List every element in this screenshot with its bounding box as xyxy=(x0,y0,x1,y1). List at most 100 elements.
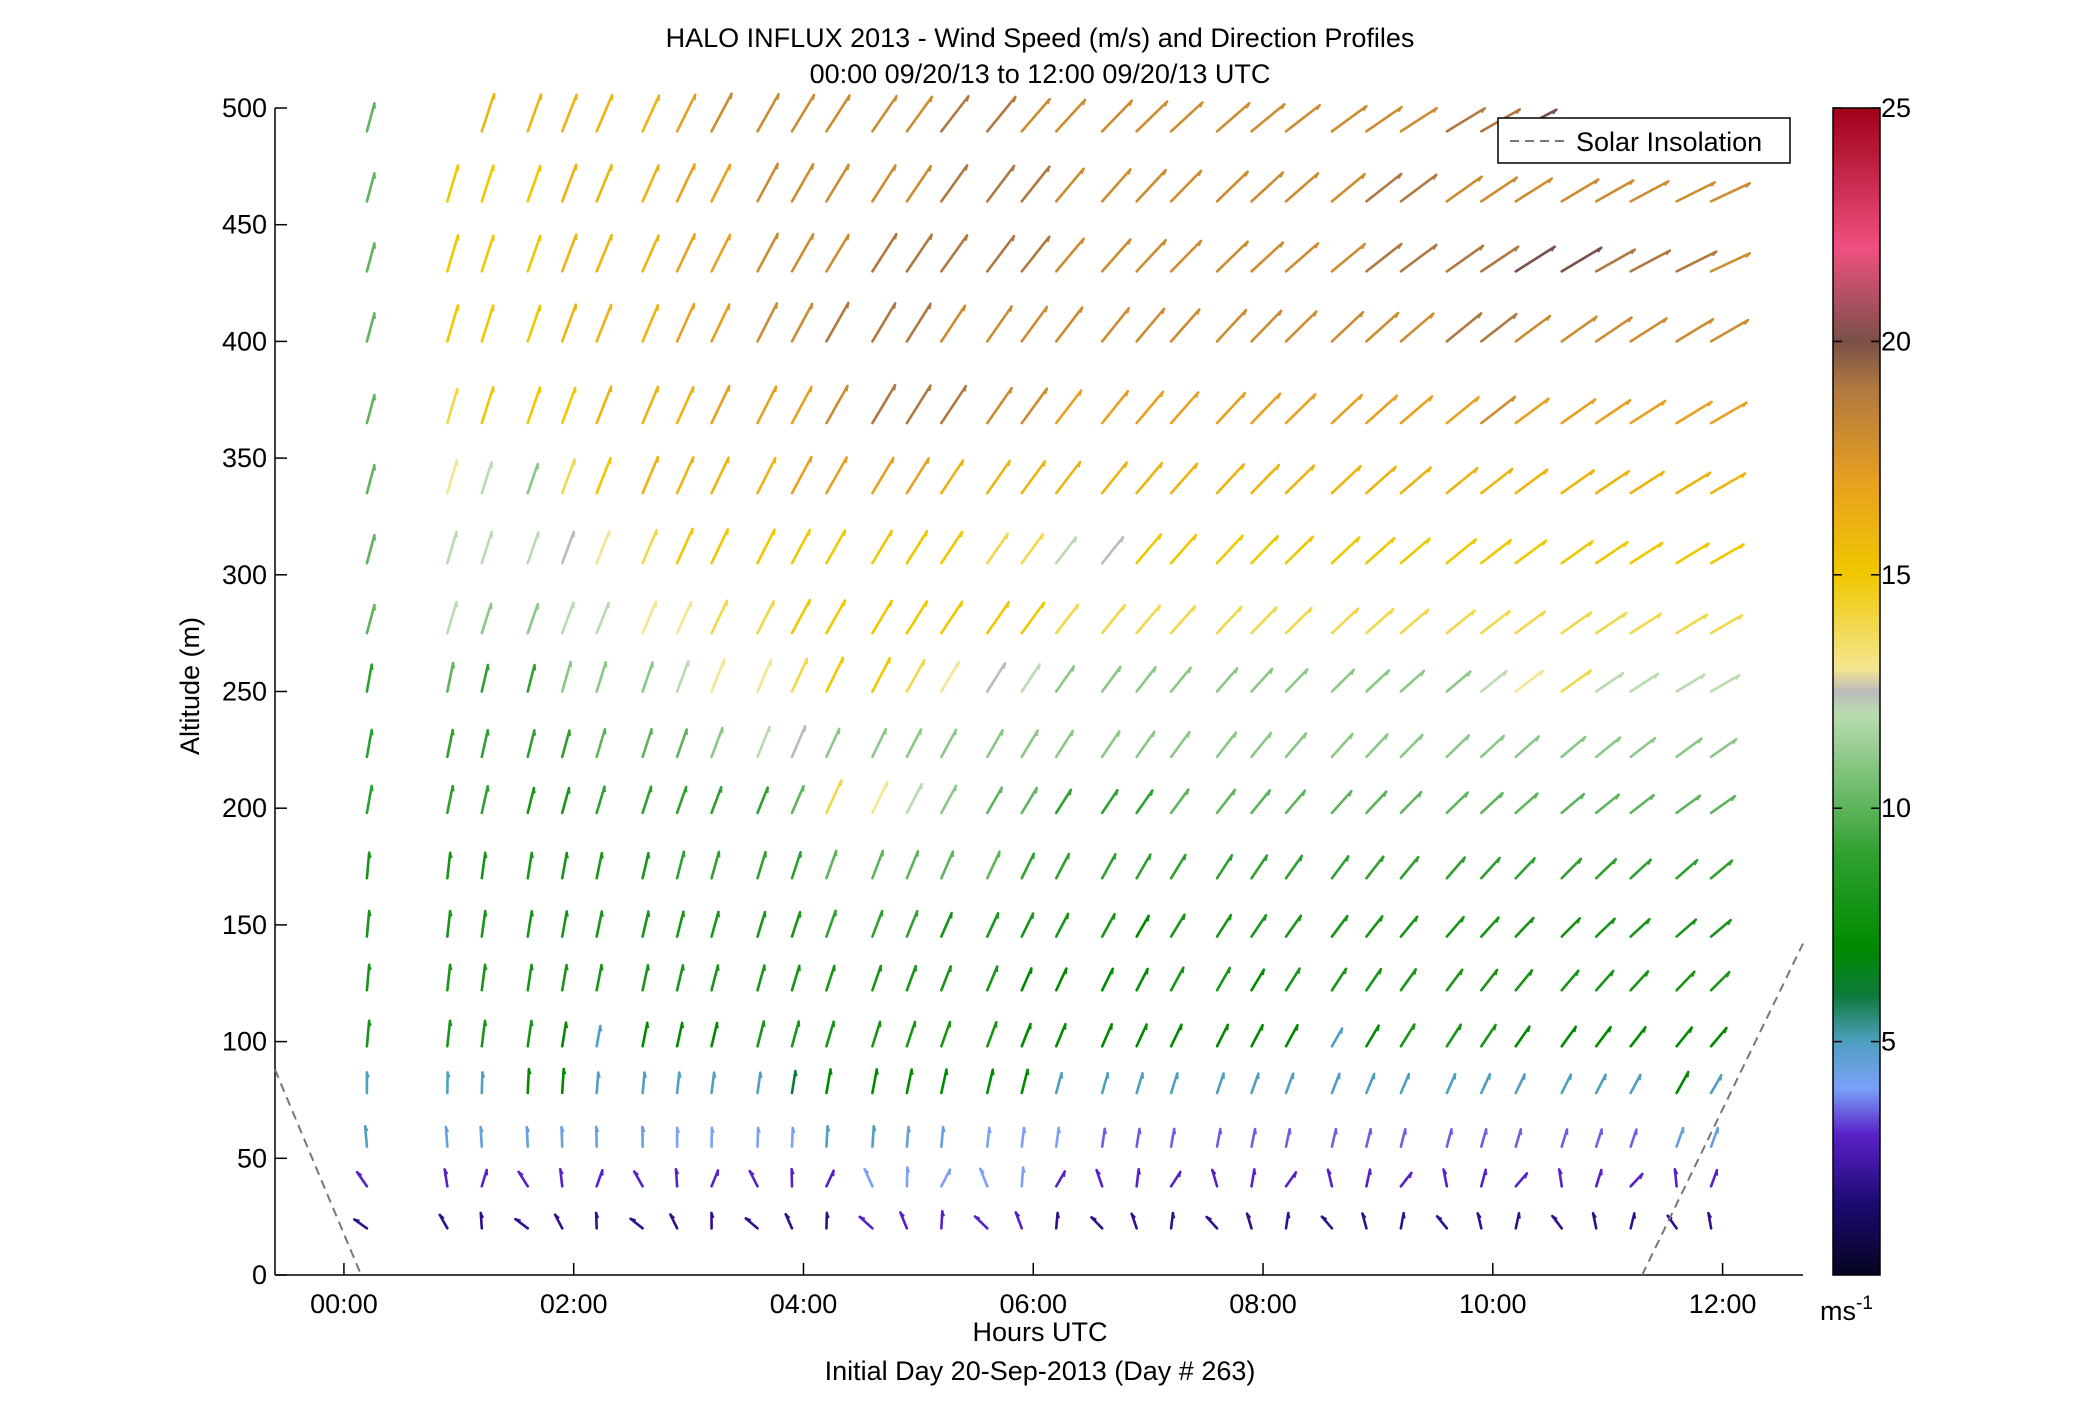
wind-arrow-shaft xyxy=(1330,172,1367,203)
wind-arrow xyxy=(526,663,537,693)
wind-arrow xyxy=(641,1021,650,1048)
wind-arrow-shaft xyxy=(446,600,458,635)
wind-arrow-shaft xyxy=(1480,312,1518,343)
wind-arrow xyxy=(905,658,926,693)
wind-arrow-head xyxy=(1376,1025,1380,1032)
wind-arrow-shaft xyxy=(1095,1168,1104,1188)
wind-arrow-head xyxy=(1732,738,1738,745)
wind-arrow-shaft xyxy=(1560,969,1580,992)
wind-arrow xyxy=(756,850,767,880)
wind-arrow-shaft xyxy=(1020,729,1039,759)
wind-arrow xyxy=(1594,857,1618,880)
wind-arrow-shaft xyxy=(480,851,487,880)
wind-arrow-shaft xyxy=(1399,1171,1413,1188)
wind-arrow-shaft xyxy=(871,94,898,133)
wind-arrow-shaft xyxy=(1560,178,1600,203)
wind-arrow-shaft xyxy=(1399,312,1435,343)
wind-arrow-shaft xyxy=(1100,535,1125,565)
wind-arrow xyxy=(1169,666,1192,693)
wind-arrow xyxy=(1215,102,1251,133)
wind-arrow xyxy=(899,1211,909,1230)
wind-arrow xyxy=(1054,852,1071,880)
wind-arrow-shaft xyxy=(905,728,923,759)
wind-arrow xyxy=(1250,667,1274,693)
wind-arrow xyxy=(526,93,543,133)
wind-arrow-head xyxy=(1392,466,1397,473)
wind-arrow-head xyxy=(846,164,850,171)
wind-arrow xyxy=(355,1171,369,1188)
wind-arrow xyxy=(1560,792,1586,815)
wind-arrow-shaft xyxy=(1480,1168,1487,1188)
wind-arrow-shaft xyxy=(871,383,897,425)
wind-arrow-shaft xyxy=(1445,395,1480,425)
legend: Solar Insolation xyxy=(1497,117,1791,164)
wind-arrow-head xyxy=(1616,737,1621,743)
wind-arrow xyxy=(1629,612,1663,635)
wind-arrow-head xyxy=(1591,398,1596,405)
wind-arrow-shaft xyxy=(675,910,685,938)
wind-arrow-shaft xyxy=(1250,171,1285,203)
wind-arrow-shaft xyxy=(480,728,490,759)
wind-arrow-head xyxy=(1298,915,1302,922)
wind-arrow-head xyxy=(1188,667,1192,674)
wind-arrow-shaft xyxy=(1284,967,1301,992)
wind-arrow-shaft xyxy=(1399,1127,1407,1148)
wind-arrow-head xyxy=(1658,542,1664,548)
wind-arrow-shaft xyxy=(905,1020,917,1048)
wind-arrow-shaft xyxy=(986,95,1017,133)
wind-arrow-shaft xyxy=(1284,172,1320,203)
wind-arrow-head xyxy=(1274,535,1279,542)
wind-arrow-shaft xyxy=(480,304,495,343)
wind-arrow xyxy=(1399,1211,1406,1230)
wind-arrow xyxy=(1675,250,1718,273)
wind-arrow-shaft xyxy=(1709,970,1731,992)
wind-arrow-head xyxy=(1589,469,1595,476)
wind-arrow-shaft xyxy=(986,1068,995,1095)
wind-arrow-shaft xyxy=(1284,668,1309,693)
wind-arrow-shaft xyxy=(1709,1026,1728,1048)
wind-arrow xyxy=(1445,107,1486,133)
wind-arrow-head xyxy=(808,600,811,606)
wind-arrow-head xyxy=(1359,311,1364,318)
wind-arrow-shaft xyxy=(905,302,932,343)
wind-arrow-shaft xyxy=(1054,1022,1067,1048)
wind-arrow-head xyxy=(1742,402,1748,408)
wind-arrow-head xyxy=(1413,969,1417,975)
y-tick-label: 200 xyxy=(222,793,267,823)
wind-arrow-shaft xyxy=(790,784,805,815)
wind-arrow-head xyxy=(1624,470,1630,477)
wind-arrow-shaft xyxy=(641,385,660,425)
wind-arrow xyxy=(641,385,660,425)
wind-arrow xyxy=(558,1168,564,1188)
wind-arrow-shaft xyxy=(480,1071,484,1095)
wind-arrow-shaft xyxy=(756,385,778,425)
wind-arrow-head xyxy=(954,729,958,736)
wind-arrow-head xyxy=(1267,790,1271,796)
wind-arrow-shaft xyxy=(1284,1127,1292,1148)
wind-arrow xyxy=(1250,914,1268,938)
wind-arrow-head xyxy=(1173,1128,1177,1135)
wind-arrow-shaft xyxy=(1135,853,1152,880)
wind-arrow-head xyxy=(1035,730,1039,737)
wind-arrow-head xyxy=(1369,1169,1372,1176)
wind-arrow xyxy=(1560,1073,1573,1095)
wind-arrow xyxy=(1514,792,1539,815)
wind-arrow xyxy=(1284,103,1321,133)
wind-arrow xyxy=(1365,915,1384,938)
wind-arrow-shaft xyxy=(1560,735,1587,759)
wind-arrow xyxy=(641,1071,648,1095)
wind-arrow-shaft xyxy=(825,727,841,759)
wind-arrow-head xyxy=(1303,733,1307,739)
wind-arrow-head xyxy=(1466,671,1472,677)
wind-arrow xyxy=(1445,1072,1457,1095)
wind-arrow-shaft xyxy=(480,1168,489,1188)
wind-arrow-shaft xyxy=(1399,608,1430,635)
wind-arrow xyxy=(560,1067,567,1095)
wind-arrow xyxy=(871,302,897,343)
wind-arrow xyxy=(560,93,578,133)
wind-arrow-shaft xyxy=(1594,540,1629,565)
wind-arrow-head xyxy=(811,164,815,170)
wind-arrow xyxy=(1100,603,1126,635)
wind-arrow xyxy=(1560,669,1593,693)
wind-arrow xyxy=(756,456,777,495)
